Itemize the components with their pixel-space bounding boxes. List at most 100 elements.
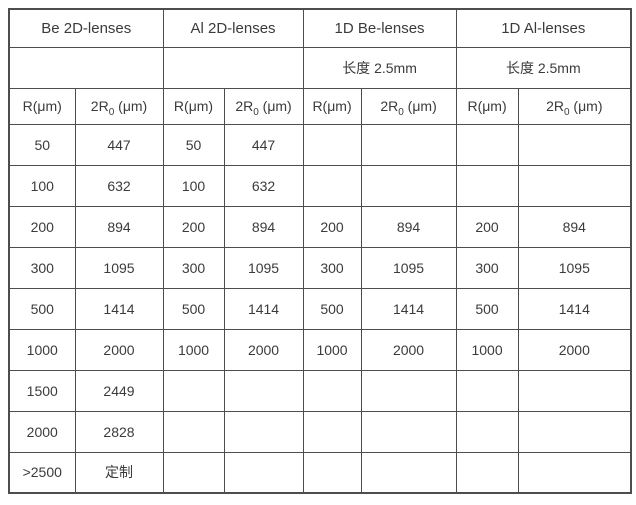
table-cell: 300 (8, 246, 76, 289)
table-cell: 100 (8, 164, 76, 207)
table-cell (302, 369, 362, 412)
table-cell: 2000 (360, 328, 457, 371)
table-cell (302, 410, 362, 453)
table-cell: 1000 (302, 328, 362, 371)
table-cell (455, 123, 519, 166)
table-cell: 300 (302, 246, 362, 289)
table-cell (360, 369, 457, 412)
table-cell: 300 (455, 246, 519, 289)
table-cell: 894 (74, 205, 164, 248)
table-cell: 2828 (74, 410, 164, 453)
table-cell: >2500 (8, 451, 76, 494)
group-header-row: Be 2D-lenses Al 2D-lenses 1D Be-lenses 1… (8, 8, 632, 48)
subheader-1d-al-length: 长度 2.5mm (455, 46, 632, 89)
table-cell: 894 (223, 205, 304, 248)
table-cell (162, 410, 225, 453)
column-header-row: R(μm) 2R0 (μm) R(μm) 2R0 (μm) R(μm) 2R0 (μm) R… (8, 87, 632, 125)
table-cell (223, 369, 304, 412)
table-row: 50 447 50 447 (8, 123, 632, 166)
table-cell: 500 (162, 287, 225, 330)
table-cell: 200 (455, 205, 519, 248)
table-cell: 632 (74, 164, 164, 207)
table-cell: 2000 (517, 328, 632, 371)
table-cell: 1000 (162, 328, 225, 371)
col-header-aperture-2r0: 2R0 (μm) (360, 87, 457, 125)
table-cell: 894 (517, 205, 632, 248)
table-row: 1500 2449 (8, 369, 632, 412)
table-cell: 1095 (517, 246, 632, 289)
table-cell: 200 (302, 205, 362, 248)
col-header-aperture-2r0: 2R0 (μm) (223, 87, 304, 125)
table-cell: 2000 (223, 328, 304, 371)
table-cell: 894 (360, 205, 457, 248)
table-cell (162, 369, 225, 412)
group-header-1d-be-lenses: 1D Be-lenses (302, 8, 457, 48)
table-cell: 2000 (8, 410, 76, 453)
table-cell: 447 (74, 123, 164, 166)
table-cell (517, 410, 632, 453)
group-header-1d-al-lenses: 1D Al-lenses (455, 8, 632, 48)
table-cell: 1500 (8, 369, 76, 412)
table-cell: 200 (162, 205, 225, 248)
table-cell (360, 410, 457, 453)
subheader-al-2d-empty (162, 46, 304, 89)
table-cell (223, 410, 304, 453)
table-cell: 50 (162, 123, 225, 166)
table-cell (455, 410, 519, 453)
table-cell (517, 123, 632, 166)
table-row: >2500 定制 (8, 451, 632, 494)
table-cell: 632 (223, 164, 304, 207)
col-header-radius: R(μm) (455, 87, 519, 125)
table-row: 200 894 200 894 200 894 200 894 (8, 205, 632, 248)
table-cell: 1095 (74, 246, 164, 289)
table-cell (302, 164, 362, 207)
table-row: 100 632 100 632 (8, 164, 632, 207)
table-cell: 1414 (360, 287, 457, 330)
table-cell (302, 451, 362, 494)
table-cell: 500 (8, 287, 76, 330)
table-cell: 2000 (74, 328, 164, 371)
group-header-be-2d-lenses: Be 2D-lenses (8, 8, 164, 48)
table-cell: 1414 (223, 287, 304, 330)
subheader-be-2d-empty (8, 46, 164, 89)
col-header-radius: R(μm) (302, 87, 362, 125)
col-header-radius: R(μm) (162, 87, 225, 125)
table-cell (517, 451, 632, 494)
table-row: 500 1414 500 1414 500 1414 500 1414 (8, 287, 632, 330)
table-cell: 100 (162, 164, 225, 207)
table-cell (162, 451, 225, 494)
lens-spec-table: Be 2D-lenses Al 2D-lenses 1D Be-lenses 1… (8, 8, 633, 494)
table-cell (302, 123, 362, 166)
table-cell (360, 451, 457, 494)
table-row: 2000 2828 (8, 410, 632, 453)
table-cell (455, 164, 519, 207)
col-header-aperture-2r0: 2R0 (μm) (74, 87, 164, 125)
table-cell (455, 451, 519, 494)
table-cell (360, 123, 457, 166)
group-header-al-2d-lenses: Al 2D-lenses (162, 8, 304, 48)
col-header-radius: R(μm) (8, 87, 76, 125)
table-cell: 500 (302, 287, 362, 330)
table-row: 300 1095 300 1095 300 1095 300 1095 (8, 246, 632, 289)
table-cell: 1000 (8, 328, 76, 371)
lens-data-body: 50 447 50 447 100 632 100 632 200 894 200 894 200 894… (8, 123, 632, 494)
table-cell: 1414 (517, 287, 632, 330)
table-cell: 500 (455, 287, 519, 330)
table-cell: 1000 (455, 328, 519, 371)
table-cell: 300 (162, 246, 225, 289)
table-row: 1000 2000 1000 2000 1000 2000 1000 2000 (8, 328, 632, 371)
length-subheader-row: 长度 2.5mm 长度 2.5mm (8, 46, 632, 89)
table-cell: 定制 (74, 451, 164, 494)
table-cell: 200 (8, 205, 76, 248)
table-cell (517, 164, 632, 207)
subheader-1d-be-length: 长度 2.5mm (302, 46, 457, 89)
table-cell (517, 369, 632, 412)
table-cell (455, 369, 519, 412)
table-cell: 2449 (74, 369, 164, 412)
table-cell: 1095 (223, 246, 304, 289)
table-cell: 50 (8, 123, 76, 166)
table-cell: 447 (223, 123, 304, 166)
table-cell: 1095 (360, 246, 457, 289)
col-header-aperture-2r0: 2R0 (μm) (517, 87, 632, 125)
